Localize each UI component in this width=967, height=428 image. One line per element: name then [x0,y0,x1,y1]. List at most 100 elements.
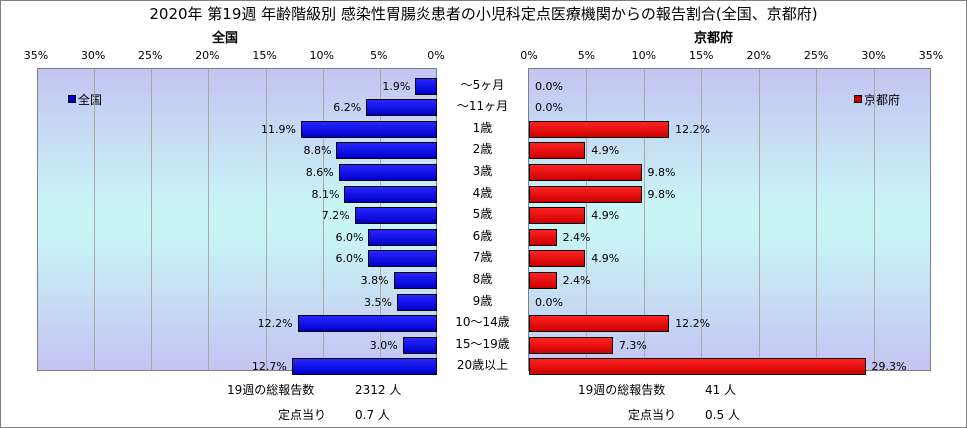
national-panel-title: 全国 [212,31,239,46]
national-gridline [265,69,267,370]
kyoto-bar [529,120,670,138]
kyoto-per-site-value: 0.5 人 [705,408,740,422]
kyoto-tick-label: 20% [746,49,771,62]
age-category-label: 15～19歳 [455,336,510,351]
kyoto-tick-label: 10% [631,49,657,62]
kyoto-bar [529,228,557,246]
kyoto-bar [529,250,586,268]
kyoto-gridline [586,69,588,370]
national-bar [397,293,437,311]
national-tick-label: 0% [427,49,445,62]
national-tick-label: 20% [195,49,220,62]
national-bar [336,142,437,160]
national-data-label: 7.2% [321,209,350,223]
national-bar [368,250,437,268]
national-tick-label: 30% [80,49,106,62]
national-per-site-value: 0.7 人 [355,408,390,422]
national-gridline [322,69,324,370]
national-legend: 全国 [68,93,102,107]
national-bar [415,77,437,95]
national-data-label: 3.0% [369,338,398,352]
national-data-label: 8.6% [305,165,334,179]
national-total-reports-value: 2312 人 [355,383,402,397]
kyoto-gridline [816,69,818,370]
kyoto-data-label: 0.0% [535,79,563,93]
kyoto-tick-label: 0% [520,49,538,62]
kyoto-data-label: 0.0% [535,101,563,115]
national-tick-label: 10% [309,49,334,62]
kyoto-gridline [701,69,703,370]
national-per-site-label: 定点当り [278,408,327,422]
kyoto-bar [529,271,557,289]
age-category-label: ～5ヶ月 [460,77,505,92]
kyoto-legend: 京都府 [853,93,900,107]
kyoto-legend-label: 京都府 [863,93,900,107]
kyoto-total-reports-label: 19週の総報告数 [578,383,666,397]
age-category-label: 2歳 [472,142,493,157]
kyoto-data-label: 2.4% [562,273,591,287]
kyoto-panel-title: 京都府 [694,31,734,46]
national-tick-label: 15% [252,49,277,62]
kyoto-bar [529,358,866,376]
kyoto-tick-label: 30% [861,49,886,62]
kyoto-data-label: 2.4% [562,230,591,244]
age-category-label: 1歳 [472,120,493,135]
national-bar [368,228,437,246]
national-data-label: 6.2% [333,101,362,115]
kyoto-data-label: 12.2% [675,317,711,331]
chart-title: 2020年 第19週 年齢階級別 感染性胃腸炎患者の小児科定点医療機関からの報告… [149,5,818,23]
national-legend-label: 全国 [78,93,103,107]
national-legend-swatch [68,95,76,103]
kyoto-bar [529,185,642,203]
age-category-label: ～11ヶ月 [456,99,509,114]
age-category-label: 20歳以上 [456,358,509,373]
national-gridline [94,69,96,370]
age-category-label: 8歳 [472,271,493,286]
kyoto-data-label: 29.3% [871,360,907,374]
age-category-label: 10～14歳 [455,315,510,330]
national-data-label: 12.2% [257,317,293,331]
kyoto-gridline [643,69,645,370]
national-gridline [208,69,210,370]
national-tick-label: 5% [370,49,388,62]
kyoto-data-label: 12.2% [675,122,711,136]
national-bar [301,120,437,138]
kyoto-bar [529,207,586,225]
kyoto-data-label: 4.9% [591,144,620,158]
national-bar [393,271,437,289]
kyoto-bar [529,336,613,354]
kyoto-data-label: 9.8% [647,165,676,179]
national-plot-area: 全国 1.9% 6.2% 11.9% 8.8% 8.6% 8.1% 7.2% 6.0% 6.0%… [37,68,437,376]
national-bar [291,358,437,376]
national-bar [297,315,437,333]
kyoto-total-reports-value: 41 人 [705,383,737,397]
national-gridline [151,69,153,370]
kyoto-tick-label: 15% [689,49,714,62]
national-bar [338,163,437,181]
national-data-label: 8.8% [303,144,332,158]
kyoto-plot-area: 京都府 0.0% 0.0% 12.2% 4.9% 9.8% 9.8% 4.9% 2.4% 4.9… [528,68,931,376]
national-bar [402,336,437,354]
kyoto-gridline [758,69,760,370]
national-data-label: 12.7% [251,360,287,374]
national-data-label: 11.9% [261,122,296,136]
age-category-label: 3歳 [472,163,493,178]
age-category-label: 9歳 [472,293,493,308]
kyoto-tick-label: 25% [803,49,829,62]
national-data-label: 3.8% [360,273,389,287]
age-category-label: 6歳 [472,228,493,243]
national-bar [366,99,437,117]
national-data-label: 3.5% [364,295,392,309]
kyoto-data-label: 9.8% [647,187,676,201]
national-data-label: 1.9% [382,79,411,93]
kyoto-data-label: 4.9% [591,209,620,223]
national-tick-label: 25% [138,49,163,62]
national-data-label: 6.0% [335,252,364,266]
kyoto-data-label: 0.0% [535,295,563,309]
age-category-label: 5歳 [472,207,493,222]
kyoto-tick-label: 35% [918,49,944,62]
age-category-label: 7歳 [472,250,493,265]
national-tick-label: 35% [23,49,49,62]
national-bar [344,185,437,203]
kyoto-per-site-label: 定点当り [628,408,677,422]
